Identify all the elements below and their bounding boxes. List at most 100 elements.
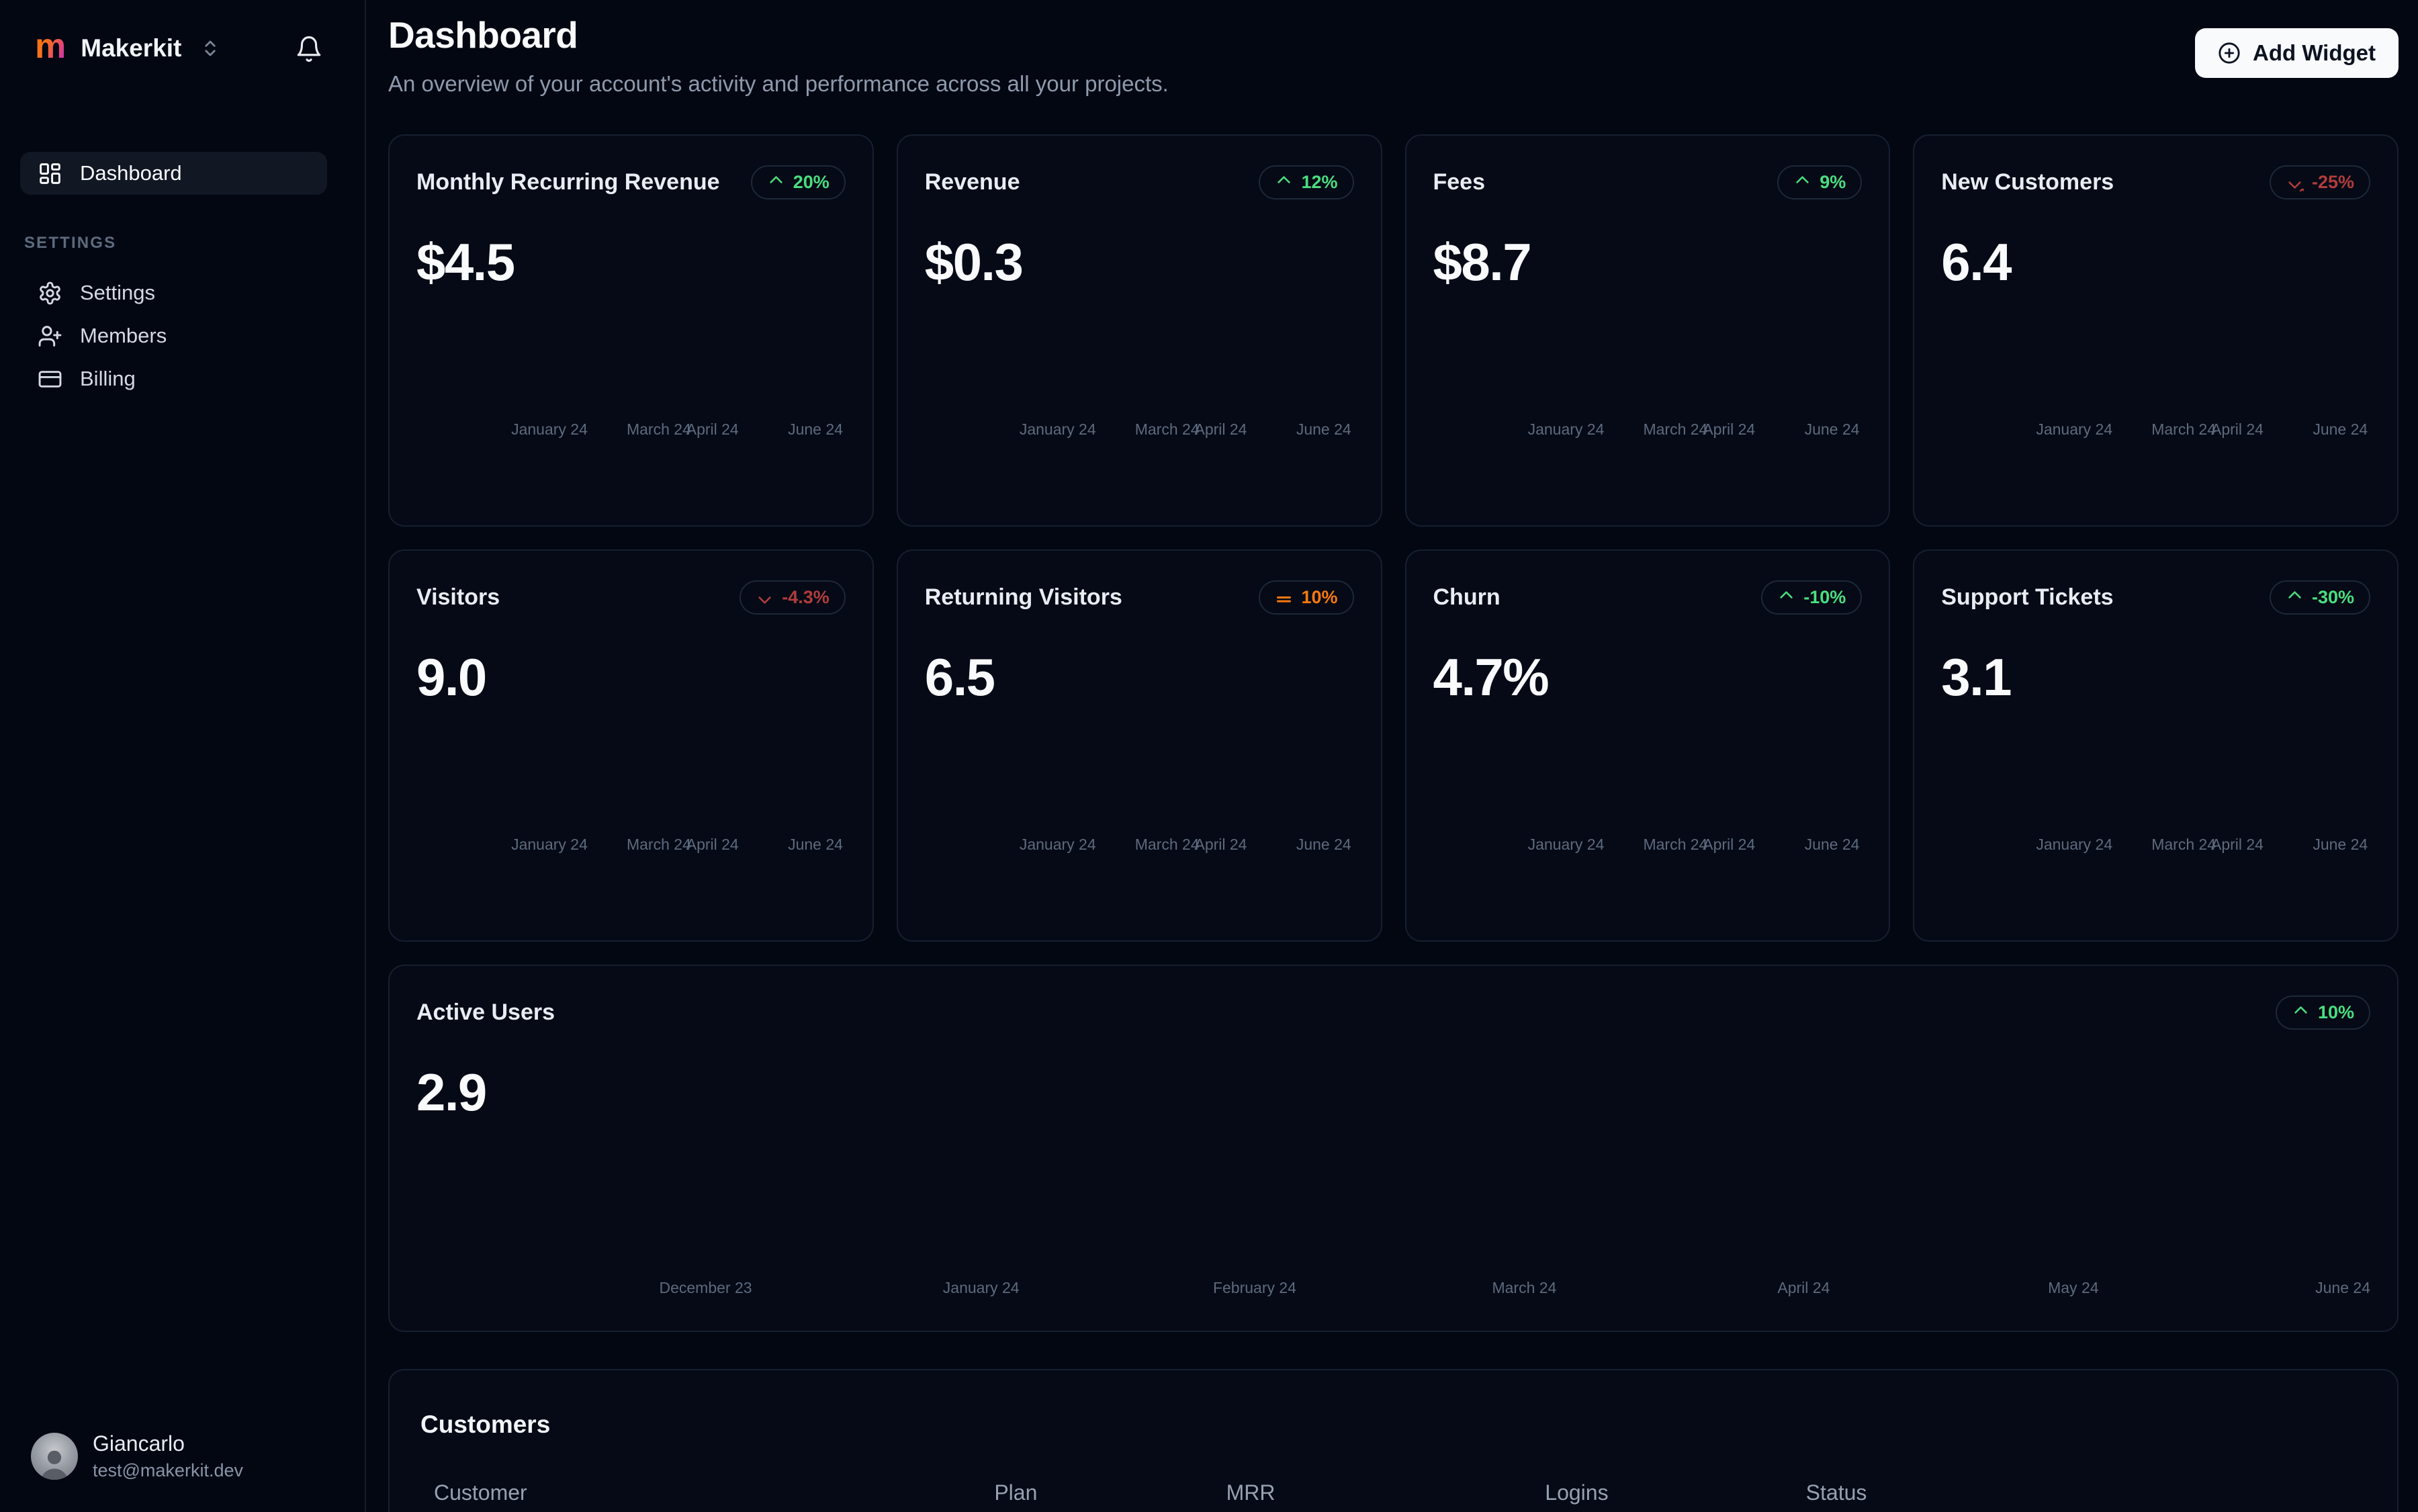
arrow-up-icon bbox=[1796, 176, 1809, 183]
avatar bbox=[31, 1433, 78, 1480]
sidebar-item-label: Dashboard bbox=[80, 161, 182, 185]
trend-badge: -25% bbox=[2269, 165, 2370, 199]
trend-badge: -10% bbox=[1761, 580, 1863, 615]
sparkline-chart: January 24 March 24 April 24 June 24 bbox=[1941, 330, 2370, 443]
x-axis-label: June 24 bbox=[1804, 836, 1860, 853]
notifications-button[interactable] bbox=[295, 35, 323, 65]
x-axis-label: March 24 bbox=[1134, 836, 1200, 853]
user-profile[interactable]: Giancarlo test@makerkit.dev bbox=[20, 1431, 327, 1481]
gear-icon bbox=[40, 281, 60, 304]
workspace-name: Makerkit bbox=[81, 34, 182, 62]
stat-card: Visitors -4.3% 9.0 January 24 March 24 Apr… bbox=[388, 549, 874, 942]
x-axis-label: June 24 bbox=[788, 836, 843, 853]
stat-card: Support Tickets -30% 3.1 January 24 March… bbox=[1913, 549, 2399, 942]
x-axis-label: April 24 bbox=[1194, 420, 1247, 438]
arrow-up-icon bbox=[2288, 591, 2301, 598]
stat-card-title: Monthly Recurring Revenue bbox=[416, 169, 720, 195]
stat-card-title: Active Users bbox=[416, 999, 555, 1025]
x-axis-label: April 24 bbox=[1703, 836, 1756, 853]
sparkline-chart: January 24 March 24 April 24 June 24 bbox=[925, 330, 1354, 443]
sidebar-item-dashboard[interactable]: Dashboard bbox=[20, 152, 327, 195]
stat-card-value: 6.5 bbox=[924, 648, 995, 707]
makerkit-logo: m bbox=[35, 27, 66, 66]
x-axis-label: March 24 bbox=[626, 836, 691, 853]
customers-card: Customers Customer Plan MRR Logins Status bbox=[388, 1369, 2399, 1512]
x-axis-label: June 24 bbox=[1804, 420, 1860, 438]
trend-badge: -4.3% bbox=[740, 580, 846, 615]
stat-card-title: Churn bbox=[1433, 584, 1501, 610]
x-axis-label: June 24 bbox=[2313, 836, 2368, 853]
x-axis-label: March 24 bbox=[1492, 1279, 1557, 1296]
trend-badge: 12% bbox=[1259, 165, 1354, 199]
x-axis-label: March 24 bbox=[1643, 420, 1708, 438]
x-axis-label: January 24 bbox=[1019, 420, 1096, 438]
x-axis-label: February 24 bbox=[1212, 1279, 1296, 1296]
x-axis-label: March 24 bbox=[2151, 836, 2216, 853]
arrow-up-icon bbox=[1780, 591, 1796, 607]
x-axis-label: June 24 bbox=[788, 420, 843, 438]
arrow-down-icon bbox=[2288, 181, 2304, 191]
page-subtitle: An overview of your account's activity a… bbox=[388, 71, 1169, 96]
stat-card-title: Fees bbox=[1433, 169, 1486, 195]
equal-icon bbox=[1277, 596, 1292, 603]
stat-card: Monthly Recurring Revenue 20% $4.5 Janua… bbox=[388, 134, 874, 527]
stat-card: New Customers -25% 6.4 January 24 March 2… bbox=[1913, 134, 2399, 527]
stat-card: Returning Visitors 10% 6.5 January 24 Mar… bbox=[896, 549, 1382, 942]
stat-card-title: Revenue bbox=[924, 169, 1020, 195]
x-axis-label: January 24 bbox=[2036, 836, 2113, 853]
x-axis-label: March 24 bbox=[626, 420, 691, 438]
sidebar-item-billing[interactable]: Billing bbox=[20, 357, 327, 400]
active-users-card: Active Users 10% 2.9 December 23 January … bbox=[388, 965, 2399, 1332]
page-title: Dashboard bbox=[388, 14, 578, 56]
stat-card: Churn -10% 4.7% January 24 March 24 April … bbox=[1404, 549, 1891, 942]
x-axis-label: December 23 bbox=[659, 1279, 752, 1296]
sparkline-chart: January 24 March 24 April 24 June 24 bbox=[416, 330, 846, 443]
add-widget-button[interactable]: Add Widget bbox=[2195, 28, 2399, 78]
x-axis-label: June 24 bbox=[1296, 420, 1351, 438]
trend-badge: -30% bbox=[2269, 580, 2370, 615]
x-axis-label: January 24 bbox=[2036, 420, 2113, 438]
x-axis-label: June 24 bbox=[1296, 836, 1351, 853]
main-content: Dashboard An overview of your account's … bbox=[366, 0, 2418, 1512]
x-axis-label: April 24 bbox=[686, 420, 739, 438]
sparkline-chart: December 23 January 24 February 24 March 24… bbox=[416, 1158, 2370, 1302]
stat-card-value: 9.0 bbox=[416, 648, 487, 707]
sidebar-item-label: Members bbox=[80, 324, 167, 347]
bell-icon bbox=[297, 36, 321, 62]
x-axis-label: January 24 bbox=[1527, 836, 1605, 853]
sidebar-item-settings[interactable]: Settings bbox=[20, 271, 327, 314]
dashboard-icon bbox=[40, 163, 60, 184]
stat-card-value: 4.7% bbox=[1433, 648, 1550, 707]
trend-badge: 20% bbox=[750, 165, 846, 199]
x-axis-label: April 24 bbox=[1703, 420, 1756, 438]
stat-card: Fees 9% $8.7 January 24 March 24 April 24 J… bbox=[1404, 134, 1891, 527]
x-axis-label: March 24 bbox=[2151, 420, 2216, 438]
sparkline-chart: January 24 March 24 April 24 June 24 bbox=[1433, 746, 1863, 858]
sidebar-item-label: Billing bbox=[80, 367, 136, 390]
arrow-up-icon bbox=[1278, 176, 1291, 183]
stat-card-grid: Monthly Recurring Revenue 20% $4.5 Janua… bbox=[388, 134, 2399, 942]
x-axis-label: April 24 bbox=[686, 836, 739, 853]
customers-table-header: Customer Plan MRR Logins Status bbox=[420, 1480, 2366, 1512]
sparkline-chart: January 24 March 24 April 24 June 24 bbox=[925, 746, 1354, 858]
workspace-switcher[interactable]: m Makerkit bbox=[20, 27, 327, 66]
stat-card-value: 3.1 bbox=[1941, 648, 2012, 707]
profile-name: Giancarlo bbox=[93, 1431, 185, 1456]
trend-badge: 10% bbox=[1259, 580, 1354, 615]
sidebar-item-members[interactable]: Members bbox=[20, 314, 327, 357]
x-axis-label: January 24 bbox=[1019, 836, 1096, 853]
sidebar-item-label: Settings bbox=[80, 281, 156, 304]
x-axis-label: March 24 bbox=[1643, 836, 1708, 853]
sparkline-chart: January 24 March 24 April 24 June 24 bbox=[416, 746, 846, 858]
plus-circle-icon bbox=[2219, 42, 2240, 64]
column-header: MRR bbox=[1226, 1480, 1275, 1505]
sparkline-chart: January 24 March 24 April 24 June 24 bbox=[1433, 330, 1863, 443]
x-axis-label: January 24 bbox=[1527, 420, 1605, 438]
x-axis-label: April 24 bbox=[1194, 836, 1247, 853]
page-header: Dashboard An overview of your account's … bbox=[388, 13, 2399, 97]
x-axis-label: June 24 bbox=[2315, 1279, 2370, 1296]
x-axis-label: January 24 bbox=[942, 1279, 1020, 1296]
customers-heading: Customers bbox=[420, 1411, 551, 1438]
x-axis-label: May 24 bbox=[2048, 1279, 2099, 1296]
arrow-up-icon bbox=[2294, 1006, 2307, 1014]
